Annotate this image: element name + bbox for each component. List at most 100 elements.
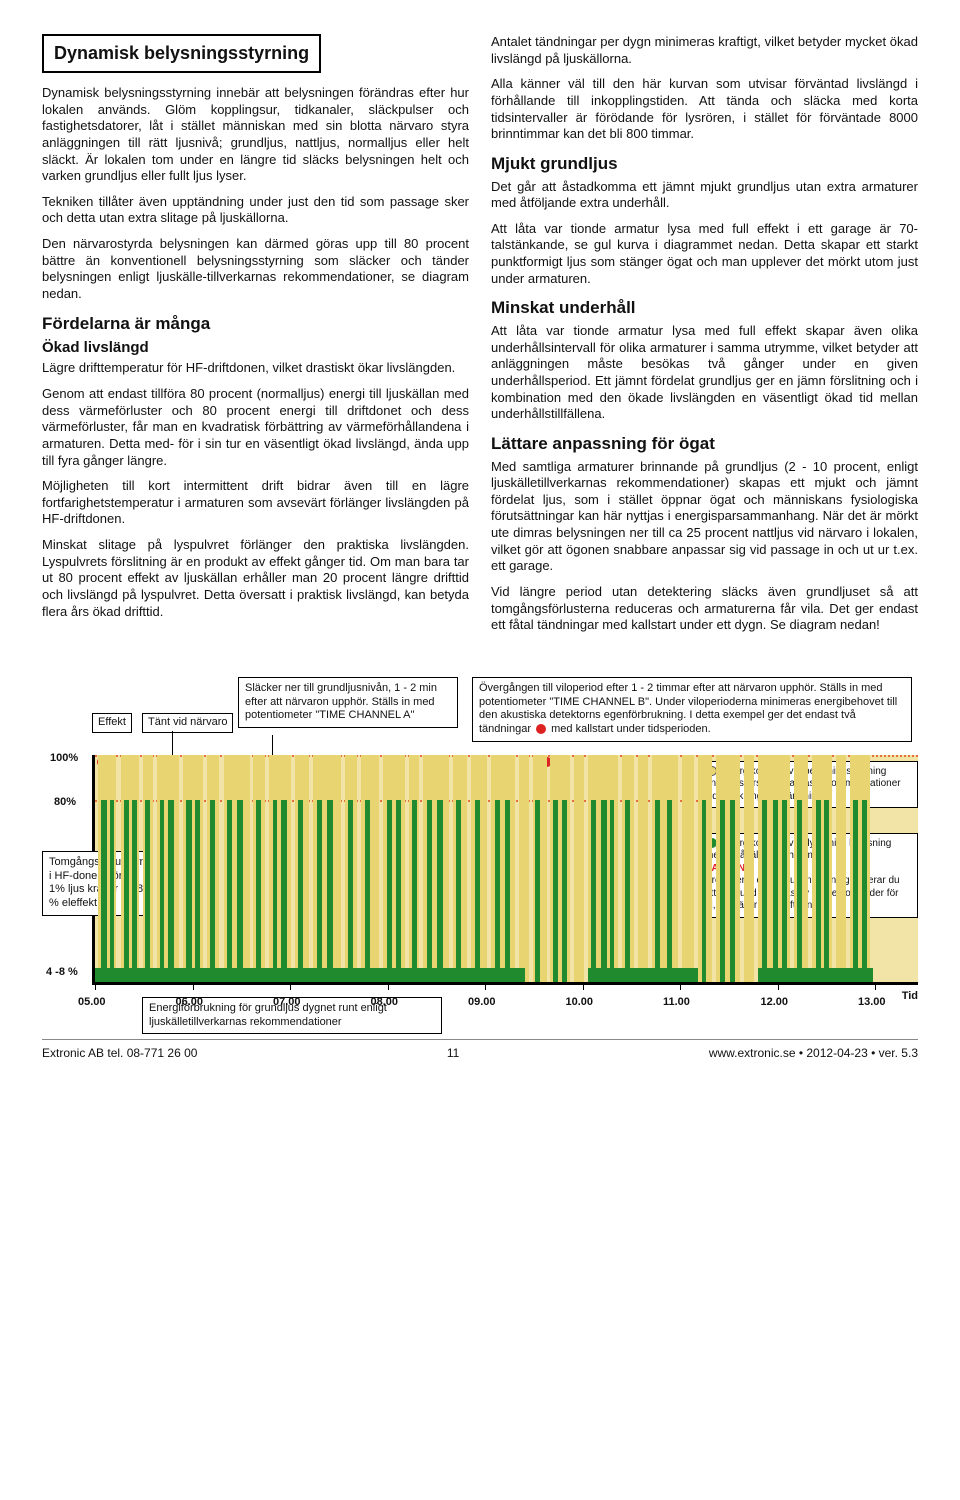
chart-bar xyxy=(505,800,510,982)
para: Att låta var tionde armatur lysa med ful… xyxy=(491,221,918,288)
chart-bar xyxy=(145,800,150,982)
note-right-text-b: med kallstart under tidsperioden. xyxy=(551,723,711,735)
x-tick-label: 07.00 xyxy=(273,995,301,1009)
chart-bar xyxy=(227,800,232,982)
chart-bar xyxy=(730,800,735,982)
heading-fordelarna: Fördelarna är många xyxy=(42,313,469,335)
chart-bar xyxy=(195,800,200,982)
chart-bar xyxy=(519,755,529,982)
chart-bar xyxy=(365,800,370,982)
chart-bar xyxy=(655,800,660,982)
chart-bar xyxy=(824,800,829,982)
energy-chart: Effekt Tänt vid närvaro Släcker ner till… xyxy=(42,665,918,1025)
chart-bar xyxy=(553,800,558,982)
para: Den närvarostyrda belysningen kan därmed… xyxy=(42,236,469,303)
chart-bar xyxy=(317,800,322,982)
footer-left: Extronic AB tel. 08-771 26 00 xyxy=(42,1046,197,1061)
para: Tekniken tillåter även upptändning under… xyxy=(42,194,469,227)
para: Genom att endast tillföra 80 procent (no… xyxy=(42,386,469,469)
x-tick-label: 11.00 xyxy=(663,995,690,1009)
x-tick-label: 09.00 xyxy=(468,995,496,1009)
chart-bar xyxy=(720,800,725,982)
x-axis: 05.0006.0007.0008.0009.0010.0011.0012.00… xyxy=(92,991,918,1011)
heading-okad: Ökad livslängd xyxy=(42,338,469,357)
chart-bar xyxy=(535,800,540,982)
chart-base-bar xyxy=(758,968,873,982)
leader-line xyxy=(272,735,273,755)
chart-bar xyxy=(124,800,129,982)
para: Med samtliga armaturer brinnande på grun… xyxy=(491,459,918,575)
chart-bar xyxy=(702,800,706,982)
note-right: Övergången till viloperiod efter 1 - 2 t… xyxy=(472,677,912,742)
chart-base-bar xyxy=(95,968,525,982)
chart-bar xyxy=(298,800,303,982)
chart-bar xyxy=(797,800,802,982)
chart-bar xyxy=(610,800,614,982)
y-label-80: 80% xyxy=(54,795,76,809)
y-label-100: 100% xyxy=(50,751,78,765)
chart-bar xyxy=(782,800,787,982)
effekt-label: Effekt xyxy=(92,713,132,733)
leader-line xyxy=(172,731,173,755)
note-left: Släcker ner till grundljusnivån, 1 - 2 m… xyxy=(238,677,458,728)
chart-bar xyxy=(437,800,443,982)
page-title: Dynamisk belysningsstyrning xyxy=(42,34,321,73)
heading-mjukt: Mjukt grundljus xyxy=(491,153,918,175)
x-tick-label: 08.00 xyxy=(371,995,399,1009)
para: Vid längre period utan detektering släck… xyxy=(491,584,918,634)
y-label-48: 4 -8 % xyxy=(46,965,78,979)
page-footer: Extronic AB tel. 08-771 26 00 11 www.ext… xyxy=(42,1039,918,1061)
chart-bar xyxy=(237,800,243,982)
para: Dynamisk belysningsstyrning innebär att … xyxy=(42,85,469,185)
chart-bar xyxy=(110,800,114,982)
chart-bar xyxy=(132,800,137,982)
chart-bar xyxy=(101,800,107,982)
right-column: Antalet tändningar per dygn minimeras kr… xyxy=(491,34,918,643)
chart-bar xyxy=(361,755,379,982)
heading-lattare: Lättare anpassning för ögat xyxy=(491,433,918,455)
chart-bar xyxy=(812,755,832,982)
chart-bar xyxy=(475,800,480,982)
chart-bar xyxy=(591,800,596,982)
chart-bar xyxy=(348,800,353,982)
chart-bar xyxy=(168,800,174,982)
chart-bar xyxy=(273,800,277,982)
x-tick-label: 12.00 xyxy=(761,995,789,1009)
chart-bar xyxy=(281,800,287,982)
red-dot-icon xyxy=(536,724,546,734)
para: Det går att åstadkomma ett jämnt mjukt g… xyxy=(491,179,918,212)
footer-mid: 11 xyxy=(447,1046,459,1061)
para: Att låta var tionde armatur lysa med ful… xyxy=(491,323,918,423)
heading-minskat: Minskat underhåll xyxy=(491,297,918,319)
chart-bar xyxy=(186,800,192,982)
chart-bar xyxy=(210,800,215,982)
chart-bar xyxy=(396,800,401,982)
chart-base-bar xyxy=(588,968,698,982)
x-label-tid: Tid xyxy=(902,989,918,1003)
chart-plot-area xyxy=(92,755,918,985)
chart-bar xyxy=(667,800,672,982)
chart-bar xyxy=(495,800,500,982)
x-tick-label: 06.00 xyxy=(176,995,204,1009)
chart-bar xyxy=(853,800,858,982)
para: Minskat slitage på lyspulvret förlänger … xyxy=(42,537,469,620)
x-tick-label: 05.00 xyxy=(78,995,106,1009)
chart-bar xyxy=(427,800,432,982)
chart-bar xyxy=(862,800,867,982)
x-tick-label: 10.00 xyxy=(566,995,594,1009)
chart-bar xyxy=(773,800,778,982)
chart-bar xyxy=(562,800,567,982)
chart-bar xyxy=(744,755,754,982)
chart-bar xyxy=(638,755,648,982)
left-column: Dynamisk belysningsstyrning Dynamisk bel… xyxy=(42,34,469,643)
chart-bar xyxy=(412,800,417,982)
para: Alla känner väl till den här kurvan som … xyxy=(491,76,918,143)
chart-bar xyxy=(836,755,846,982)
para: Antalet tändningar per dygn minimeras kr… xyxy=(491,34,918,67)
para: Lägre drifttemperatur för HF-driftdonen,… xyxy=(42,360,469,377)
chart-bar xyxy=(762,800,767,982)
chart-bar xyxy=(160,800,164,982)
chart-bar xyxy=(816,800,821,982)
chart-bar xyxy=(387,800,392,982)
footer-right: www.extronic.se • 2012-04-23 • ver. 5.3 xyxy=(709,1046,918,1061)
